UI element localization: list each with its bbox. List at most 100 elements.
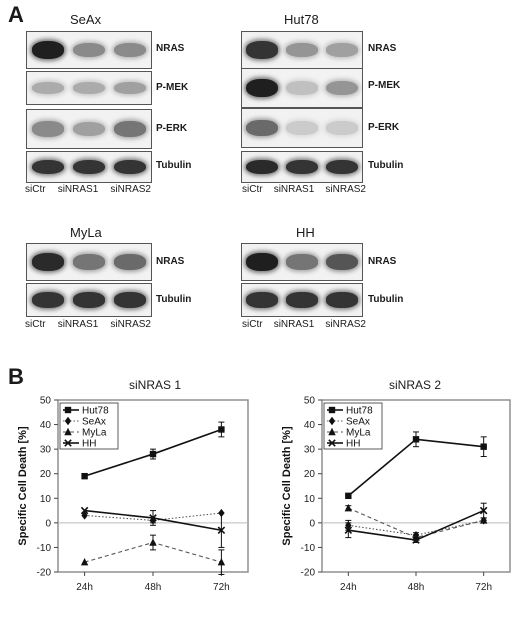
- data-point: [412, 536, 420, 544]
- blot-band: [246, 292, 278, 308]
- blot-band: [286, 254, 318, 270]
- blot-band: [114, 42, 147, 58]
- cell-line-title: MyLa: [70, 225, 102, 240]
- y-tick-label: 40: [304, 420, 316, 431]
- x-tick-label: 72h: [213, 582, 230, 593]
- blot-band: [31, 121, 64, 137]
- blot-band: [114, 159, 147, 175]
- blot-label: NRAS: [156, 256, 185, 267]
- blot-band: [72, 42, 106, 58]
- blot-band: [246, 119, 278, 137]
- lane-label: siCtr: [25, 184, 46, 195]
- blot-band: [114, 81, 147, 95]
- legend-label: SeAx: [346, 417, 370, 428]
- y-tick-label: 40: [40, 420, 52, 431]
- blot-band: [72, 82, 106, 94]
- western-blot: [241, 151, 363, 183]
- western-blot: [241, 68, 363, 108]
- lane-label: siCtr: [242, 319, 263, 330]
- blot-band: [72, 254, 106, 270]
- y-tick-label: 10: [40, 494, 52, 505]
- data-point: [149, 538, 157, 546]
- legend-label: Hut78: [82, 406, 109, 417]
- blot-label: Tubulin: [156, 294, 192, 305]
- x-tick-label: 72h: [475, 582, 492, 593]
- blot-band: [326, 121, 358, 135]
- data-point: [328, 416, 336, 426]
- data-point: [479, 506, 488, 515]
- lane-label: siNRAS2: [325, 319, 366, 330]
- y-tick-label: 30: [304, 445, 316, 456]
- blot-band: [286, 292, 318, 308]
- blot-band: [326, 80, 358, 96]
- blot-band: [326, 43, 358, 57]
- data-point: [64, 416, 72, 426]
- western-blot: [241, 283, 363, 317]
- line-chart-sinras1: -20 -10 0 10 20 30 40 50 24h 48h 72h Specific Cell …: [17, 396, 249, 593]
- blot-band: [114, 254, 147, 270]
- line-chart-sinras2: -20 -10 0 10 20 30 40 50 24h 48h 72h Specific Cell …: [281, 396, 511, 593]
- y-tick-label: 0: [309, 518, 315, 529]
- western-blot: [26, 243, 152, 281]
- data-point: [81, 511, 88, 520]
- y-tick-label: 20: [304, 469, 316, 480]
- data-point: [64, 427, 72, 436]
- x-tick-label: 24h: [340, 582, 357, 593]
- blot-band: [246, 253, 278, 271]
- blot-band: [286, 42, 318, 58]
- y-tick-label: 50: [40, 396, 52, 407]
- data-point: [80, 506, 89, 515]
- x-tick-label: 48h: [408, 582, 425, 593]
- western-blot: [26, 31, 152, 69]
- data-point: [81, 472, 88, 480]
- data-point: [64, 439, 72, 447]
- y-tick-label: 20: [40, 469, 52, 480]
- y-tick-label: 0: [45, 518, 51, 529]
- blot-label: Tubulin: [368, 294, 404, 305]
- legend-label: HH: [82, 439, 96, 450]
- blot-band: [72, 292, 106, 308]
- blot-band: [286, 159, 318, 175]
- data-point: [344, 526, 353, 534]
- lane-label: siNRAS1: [273, 319, 315, 330]
- blot-band: [31, 159, 64, 175]
- lane-label: siNRAS1: [57, 319, 99, 330]
- lane-labels: siCtr siNRAS1 siNRAS2: [25, 319, 151, 330]
- lane-label: siCtr: [242, 184, 263, 195]
- data-point: [149, 514, 157, 522]
- lane-labels: siCtr siNRAS1 siNRAS2: [242, 184, 366, 195]
- blot-band: [114, 292, 147, 308]
- western-blot: [241, 108, 363, 148]
- data-point: [412, 436, 420, 443]
- legend-label: MyLa: [346, 428, 371, 439]
- y-tick-label: 10: [304, 494, 316, 505]
- data-point: [328, 406, 336, 414]
- blot-label: Tubulin: [368, 160, 404, 171]
- y-tick-label: -10: [37, 543, 52, 554]
- blot-label: NRAS: [156, 43, 185, 54]
- y-tick-label: -20: [301, 568, 316, 579]
- data-point: [217, 526, 226, 534]
- panel-a-letter: A: [8, 2, 24, 27]
- data-point: [64, 406, 72, 414]
- legend-label: MyLa: [82, 428, 107, 439]
- lane-label: siNRAS2: [325, 184, 366, 195]
- blot-band: [72, 121, 106, 137]
- blot-label: P-ERK: [156, 123, 188, 134]
- lane-label: siCtr: [25, 319, 46, 330]
- y-tick-label: 30: [40, 445, 52, 456]
- chart-title: siNRAS 2: [388, 378, 441, 392]
- blot-band: [72, 159, 106, 175]
- legend-label: SeAx: [82, 417, 106, 428]
- lane-label: siNRAS2: [110, 184, 151, 195]
- data-point: [149, 450, 157, 458]
- blot-label: Tubulin: [156, 160, 192, 171]
- blot-label: NRAS: [368, 43, 397, 54]
- data-point: [328, 427, 336, 436]
- western-blot: [241, 31, 363, 69]
- blot-band: [31, 253, 64, 271]
- data-point: [80, 557, 89, 566]
- western-blot: [26, 71, 152, 105]
- y-axis-label: Specific Cell Death [%]: [17, 426, 29, 546]
- lane-label: siNRAS1: [273, 184, 315, 195]
